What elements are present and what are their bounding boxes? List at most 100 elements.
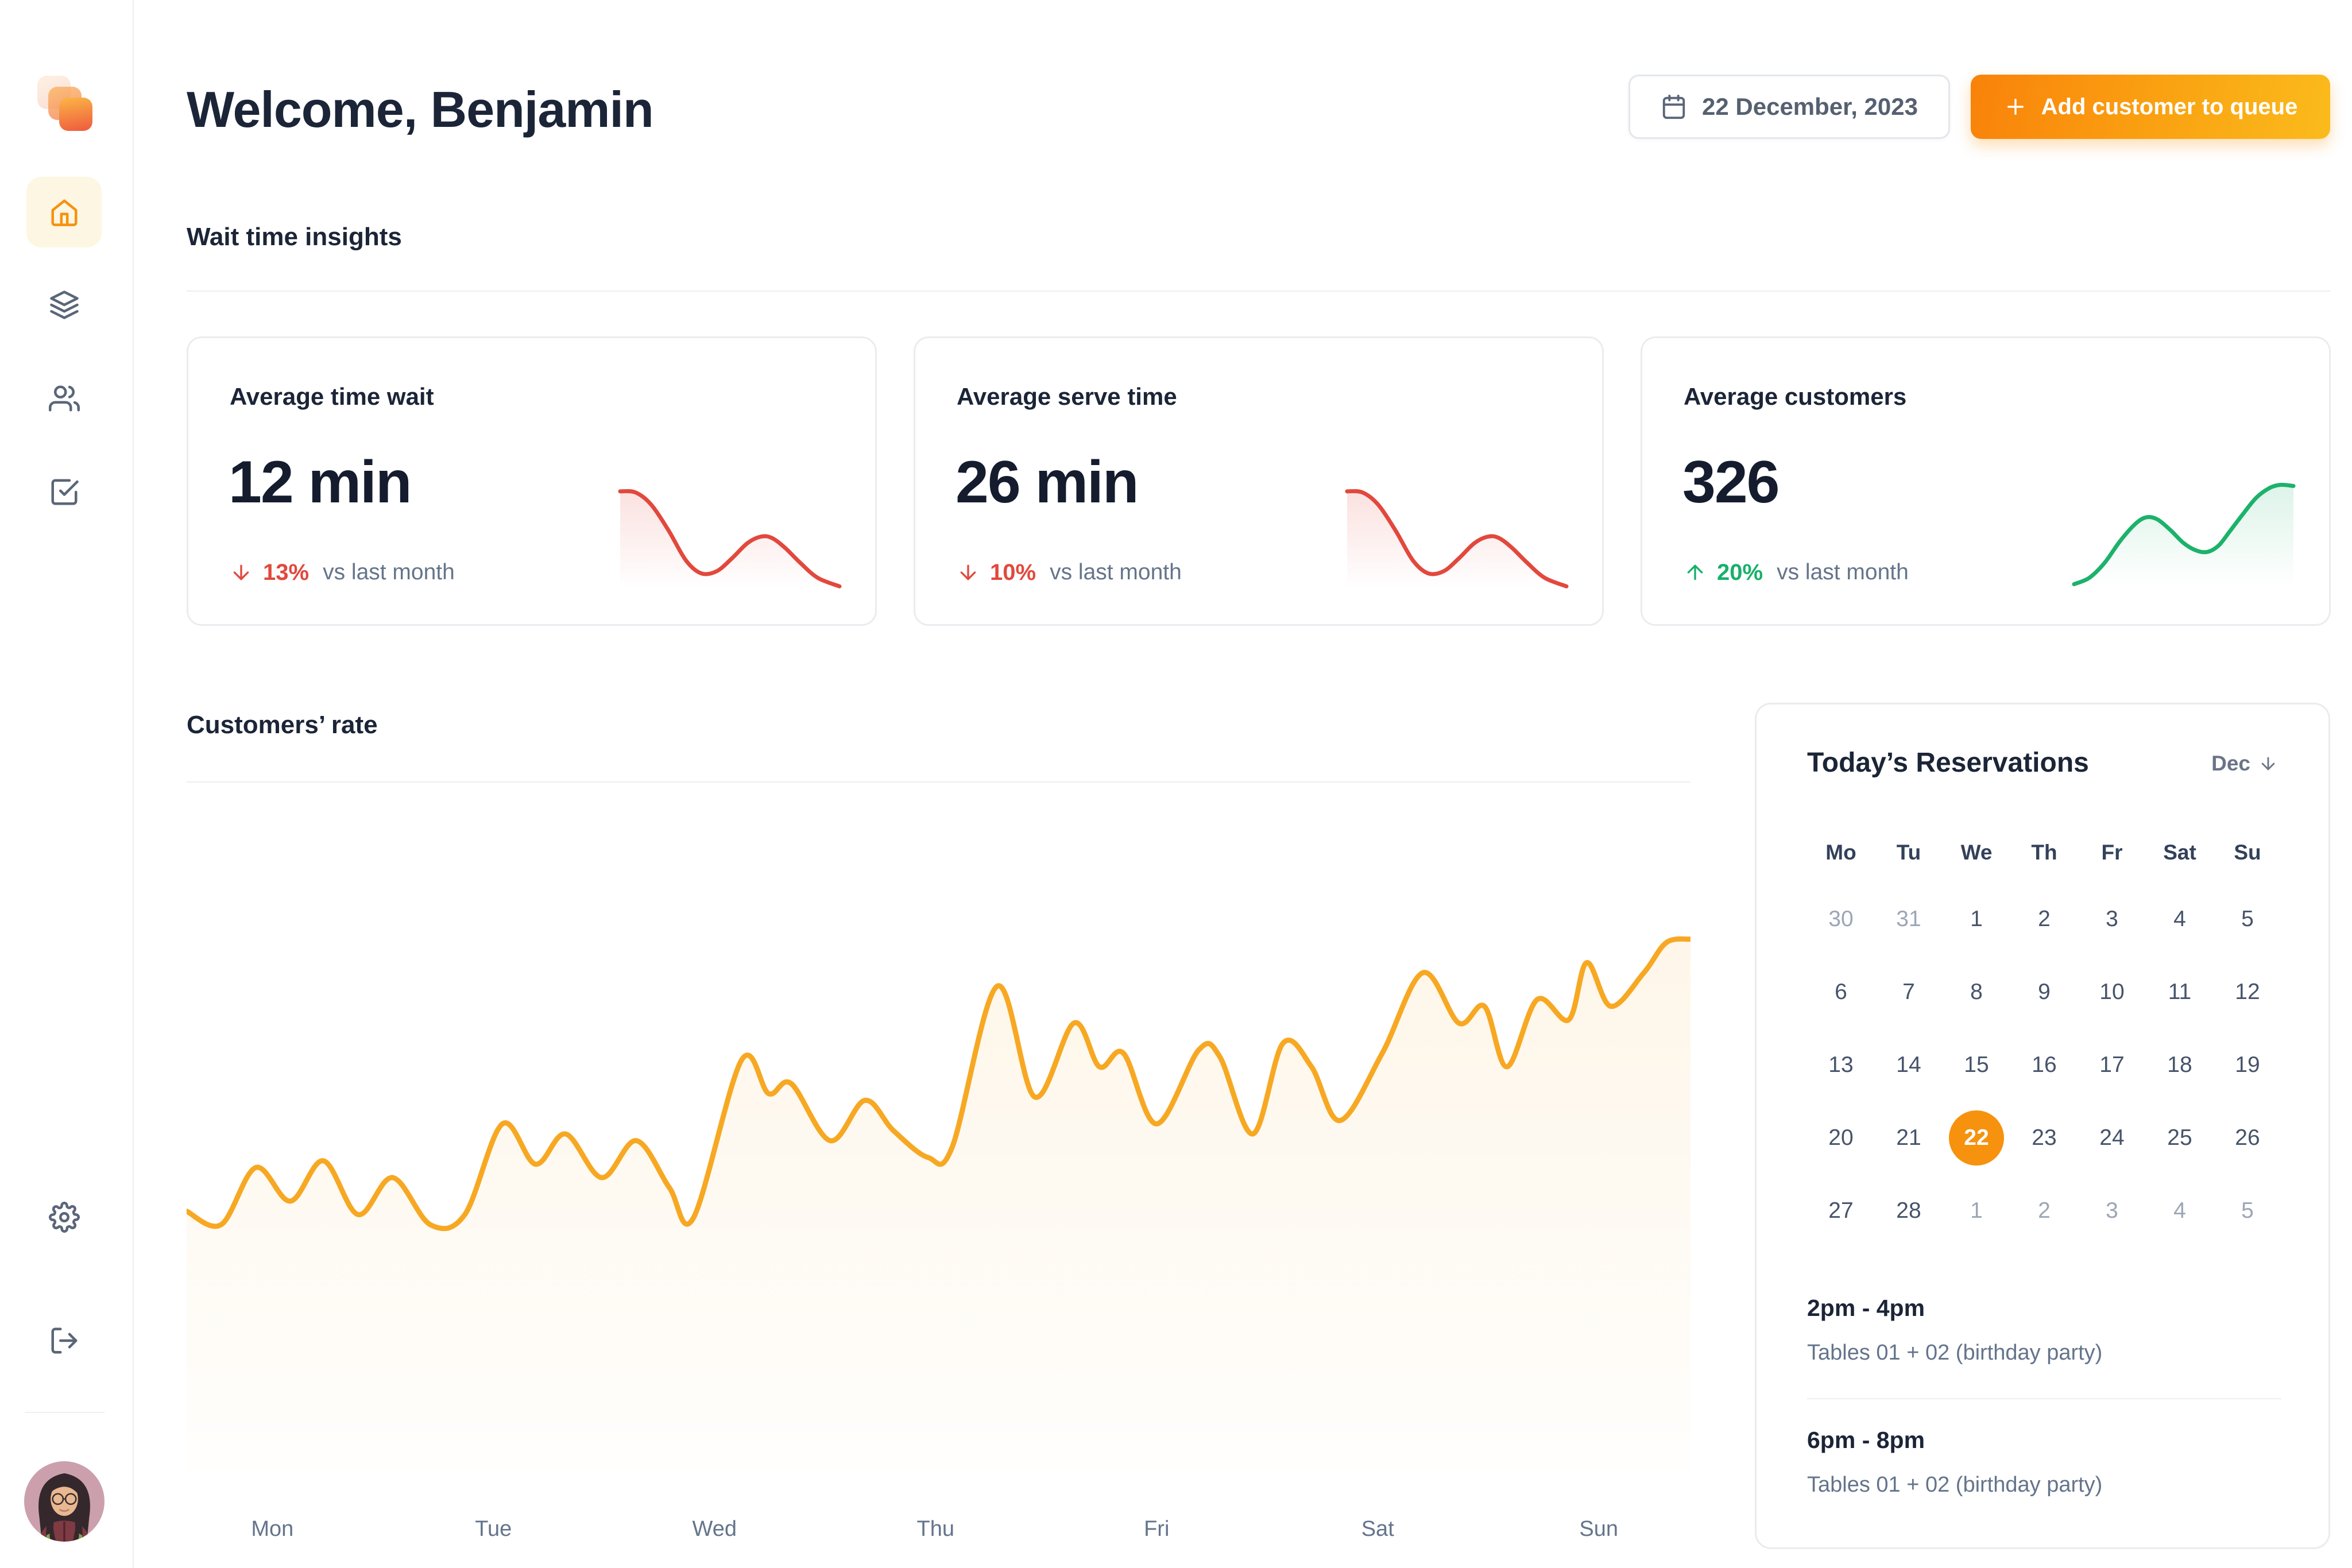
chart-section-title: Customers’ rate xyxy=(187,711,378,739)
calendar-day[interactable]: 23 xyxy=(2032,1125,2057,1150)
calendar-day[interactable]: 3 xyxy=(2106,1198,2118,1223)
stat-card-value: 26 min xyxy=(956,449,1139,516)
weekday-label: Th xyxy=(2031,840,2057,864)
calendar-day[interactable]: 5 xyxy=(2241,906,2254,931)
stat-card-value: 326 xyxy=(1682,449,1780,516)
stat-card-delta: 20% xyxy=(1717,559,1763,585)
stat-card-comparison: vs last month xyxy=(1050,560,1182,584)
calendar-day[interactable]: 2 xyxy=(2038,1198,2051,1223)
chart-x-axis: Mon Tue Wed Thu Fri Sat Sun xyxy=(187,1517,1690,1546)
reservation-detail: Tables 01 + 02 (birthday party) xyxy=(1807,1473,2103,1497)
trend-sparkline-rising xyxy=(2074,481,2293,589)
calendar-day[interactable]: 8 xyxy=(1970,979,1983,1004)
x-axis-label: Tue xyxy=(475,1517,512,1541)
month-selector-label: Dec xyxy=(2211,752,2250,775)
trend-sparkline-declining xyxy=(620,481,840,589)
stat-card-value: 12 min xyxy=(229,449,412,516)
reservation-divider xyxy=(1807,1398,2281,1399)
calendar-day[interactable]: 27 xyxy=(1828,1198,1854,1223)
reservation-detail: Tables 01 + 02 (birthday party) xyxy=(1807,1341,2103,1365)
calendar-day[interactable]: 9 xyxy=(2038,979,2051,1004)
calendar-day[interactable]: 16 xyxy=(2032,1052,2057,1077)
date-picker-button[interactable]: 22 December, 2023 xyxy=(1628,75,1950,139)
weekday-label: Sat xyxy=(2163,840,2196,864)
calendar-day[interactable]: 5 xyxy=(2241,1198,2254,1223)
calendar-day[interactable]: 18 xyxy=(2167,1052,2192,1077)
calendar-day[interactable]: 24 xyxy=(2099,1125,2125,1150)
stat-card-comparison: vs last month xyxy=(1777,560,1909,584)
x-axis-label: Thu xyxy=(916,1517,954,1541)
calendar-day[interactable]: 30 xyxy=(1828,906,1854,931)
calendar-day[interactable]: 2 xyxy=(2038,906,2051,931)
calendar-day[interactable]: 1 xyxy=(1970,906,1983,931)
stat-card-title: Average time wait xyxy=(230,383,434,410)
calendar-day[interactable]: 21 xyxy=(1896,1125,1921,1150)
sidebar xyxy=(0,0,134,1568)
x-axis-label: Sun xyxy=(1579,1517,1619,1541)
logout-icon xyxy=(49,1325,80,1356)
stat-card-average-customers: Average customers 326 20% vs last month xyxy=(1641,336,2331,626)
weekday-label: Tu xyxy=(1896,840,1921,864)
calendar-day[interactable]: 6 xyxy=(1835,979,1847,1004)
reservations-panel: Today’s Reservations Dec Mo Tu We Th Fr Sat Su… xyxy=(1755,703,2330,1549)
calendar-day[interactable]: 19 xyxy=(2235,1052,2260,1077)
stat-card-title: Average serve time xyxy=(957,383,1177,410)
calendar-day[interactable]: 10 xyxy=(2099,979,2125,1004)
arrow-down-icon xyxy=(230,561,253,584)
x-axis-label: Fri xyxy=(1144,1517,1170,1541)
chart-divider xyxy=(187,781,1690,783)
calendar-day-selected[interactable]: 22 xyxy=(1943,1101,2010,1174)
x-axis-label: Sat xyxy=(1361,1517,1394,1541)
arrow-down-icon xyxy=(957,561,980,584)
stat-card-delta: 10% xyxy=(990,559,1036,585)
stat-card-comparison: vs last month xyxy=(323,560,455,584)
sidebar-item-settings[interactable] xyxy=(26,1182,102,1252)
weekday-label: Su xyxy=(2234,840,2261,864)
layers-icon xyxy=(49,289,80,320)
calendar-day[interactable]: 1 xyxy=(1970,1198,1983,1223)
add-customer-button[interactable]: Add customer to queue xyxy=(1971,75,2330,139)
calendar-day[interactable]: 20 xyxy=(1828,1125,1854,1150)
page-title: Welcome, Benjamin xyxy=(187,81,654,138)
stat-card-delta: 13% xyxy=(263,559,310,585)
sidebar-item-customers[interactable] xyxy=(26,363,102,433)
calendar-day[interactable]: 28 xyxy=(1896,1198,1921,1223)
month-selector[interactable]: Dec xyxy=(2211,752,2278,776)
calendar-day[interactable]: 13 xyxy=(1828,1052,1854,1077)
sidebar-item-home[interactable] xyxy=(26,177,102,247)
sidebar-item-queues[interactable] xyxy=(26,269,102,340)
add-customer-label: Add customer to queue xyxy=(2041,94,2298,119)
arrow-up-icon xyxy=(1684,561,1707,584)
sidebar-item-logout[interactable] xyxy=(26,1305,102,1376)
check-square-icon xyxy=(49,477,80,508)
weekday-label: We xyxy=(1960,840,1993,864)
calendar-day[interactable]: 31 xyxy=(1896,906,1921,931)
date-picker-label: 22 December, 2023 xyxy=(1702,93,1918,120)
reservation-time: 6pm - 8pm xyxy=(1807,1427,1925,1453)
calendar-icon xyxy=(1661,94,1687,120)
x-axis-label: Mon xyxy=(251,1517,294,1541)
customers-rate-chart xyxy=(187,798,1690,1470)
insights-section-title: Wait time insights xyxy=(187,223,402,251)
calendar-day[interactable]: 17 xyxy=(2099,1052,2125,1077)
stat-card-average-serve-time: Average serve time 26 min 10% vs last mo… xyxy=(914,336,1604,626)
calendar-day[interactable]: 3 xyxy=(2106,906,2118,931)
calendar-day[interactable]: 15 xyxy=(1964,1052,1989,1077)
plus-icon xyxy=(2003,95,2028,119)
trend-sparkline-declining xyxy=(1347,481,1566,589)
insights-divider xyxy=(187,291,2330,292)
calendar-day[interactable]: 7 xyxy=(1902,979,1915,1004)
calendar-day[interactable]: 4 xyxy=(2173,1198,2186,1223)
gear-icon xyxy=(48,1201,80,1233)
calendar-day[interactable]: 25 xyxy=(2167,1125,2192,1150)
weekday-label: Fr xyxy=(2101,840,2123,864)
avatar[interactable] xyxy=(24,1461,105,1542)
calendar-day[interactable]: 11 xyxy=(2168,979,2192,1004)
calendar-day[interactable]: 4 xyxy=(2173,906,2186,931)
app-logo xyxy=(37,76,92,131)
sidebar-divider xyxy=(25,1412,105,1413)
calendar-day[interactable]: 26 xyxy=(2235,1125,2260,1150)
calendar-day[interactable]: 14 xyxy=(1896,1052,1921,1077)
calendar-day[interactable]: 12 xyxy=(2235,979,2260,1004)
sidebar-item-tasks[interactable] xyxy=(26,456,102,527)
